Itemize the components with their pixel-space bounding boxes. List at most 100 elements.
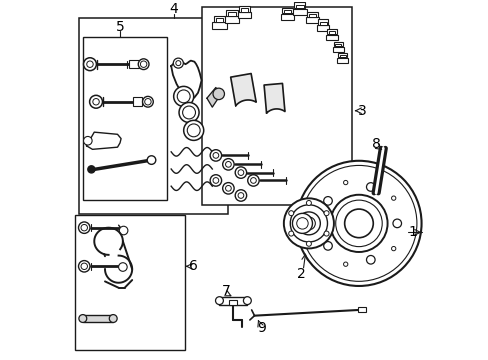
Circle shape xyxy=(109,315,117,323)
Circle shape xyxy=(323,197,332,205)
Circle shape xyxy=(213,177,218,183)
Circle shape xyxy=(366,183,374,191)
Circle shape xyxy=(144,99,151,105)
Bar xyxy=(201,7,351,206)
Bar xyxy=(239,6,249,12)
Bar xyxy=(226,10,237,15)
Circle shape xyxy=(176,60,181,66)
Circle shape xyxy=(210,175,221,186)
Bar xyxy=(79,18,228,215)
Circle shape xyxy=(138,59,149,69)
Circle shape xyxy=(225,185,231,191)
Bar xyxy=(337,58,347,63)
Polygon shape xyxy=(230,73,256,106)
Circle shape xyxy=(225,162,231,167)
Circle shape xyxy=(288,231,293,236)
Text: 7: 7 xyxy=(221,284,230,298)
Circle shape xyxy=(366,256,374,264)
Circle shape xyxy=(79,315,86,323)
Circle shape xyxy=(173,58,183,68)
Bar xyxy=(306,12,317,17)
Circle shape xyxy=(296,218,307,229)
Circle shape xyxy=(306,201,311,206)
Circle shape xyxy=(301,166,416,281)
Bar xyxy=(332,47,343,52)
Circle shape xyxy=(182,106,195,119)
Circle shape xyxy=(183,120,203,140)
Bar xyxy=(317,19,327,24)
Bar xyxy=(338,53,346,57)
Circle shape xyxy=(119,263,127,271)
Bar xyxy=(82,315,113,323)
Polygon shape xyxy=(264,84,285,113)
Polygon shape xyxy=(206,87,219,107)
Circle shape xyxy=(79,261,90,272)
Bar xyxy=(224,16,239,23)
Text: 8: 8 xyxy=(372,137,381,151)
Circle shape xyxy=(89,95,102,108)
Bar xyxy=(283,10,290,13)
Bar xyxy=(82,37,166,200)
Bar xyxy=(128,60,139,68)
Circle shape xyxy=(238,193,244,198)
Circle shape xyxy=(324,211,328,216)
Text: 2: 2 xyxy=(296,267,305,281)
Text: 5: 5 xyxy=(115,20,124,33)
Circle shape xyxy=(343,180,347,185)
Bar xyxy=(229,300,236,305)
Circle shape xyxy=(283,198,333,248)
Circle shape xyxy=(391,247,395,251)
Bar xyxy=(308,14,315,17)
Bar xyxy=(305,17,318,23)
Text: 1: 1 xyxy=(408,225,417,239)
Circle shape xyxy=(235,190,246,201)
Circle shape xyxy=(213,153,218,158)
Bar xyxy=(75,215,185,350)
Circle shape xyxy=(187,124,200,137)
Circle shape xyxy=(177,90,190,103)
Circle shape xyxy=(243,297,251,305)
Text: 6: 6 xyxy=(189,259,198,273)
Circle shape xyxy=(290,205,327,242)
Circle shape xyxy=(142,96,153,107)
Circle shape xyxy=(222,183,234,194)
Circle shape xyxy=(173,86,193,107)
Bar xyxy=(280,14,293,20)
Circle shape xyxy=(79,222,90,233)
Circle shape xyxy=(392,219,401,228)
Bar xyxy=(227,12,235,15)
Bar xyxy=(358,307,366,312)
Circle shape xyxy=(81,263,87,270)
Bar xyxy=(328,31,335,34)
Circle shape xyxy=(292,213,312,233)
Circle shape xyxy=(81,224,87,231)
Bar xyxy=(296,5,303,8)
Bar xyxy=(294,3,305,8)
Circle shape xyxy=(344,209,372,238)
Bar xyxy=(237,12,251,18)
Circle shape xyxy=(302,217,315,230)
Bar xyxy=(241,9,247,12)
Circle shape xyxy=(247,175,259,186)
Text: 4: 4 xyxy=(169,3,178,17)
Bar xyxy=(325,35,337,40)
Circle shape xyxy=(238,170,244,175)
Bar xyxy=(133,98,142,106)
Bar xyxy=(213,16,225,22)
Bar xyxy=(326,29,336,34)
Bar xyxy=(319,22,326,24)
Bar xyxy=(333,42,342,46)
Bar xyxy=(334,44,341,46)
Circle shape xyxy=(296,161,421,286)
Circle shape xyxy=(222,159,234,170)
Circle shape xyxy=(147,156,156,165)
Circle shape xyxy=(324,231,328,236)
Circle shape xyxy=(140,61,146,67)
Bar xyxy=(219,297,247,305)
Circle shape xyxy=(391,196,395,200)
Circle shape xyxy=(297,212,320,235)
Circle shape xyxy=(86,61,93,67)
Circle shape xyxy=(215,297,223,305)
Circle shape xyxy=(323,242,332,250)
Circle shape xyxy=(235,167,246,178)
